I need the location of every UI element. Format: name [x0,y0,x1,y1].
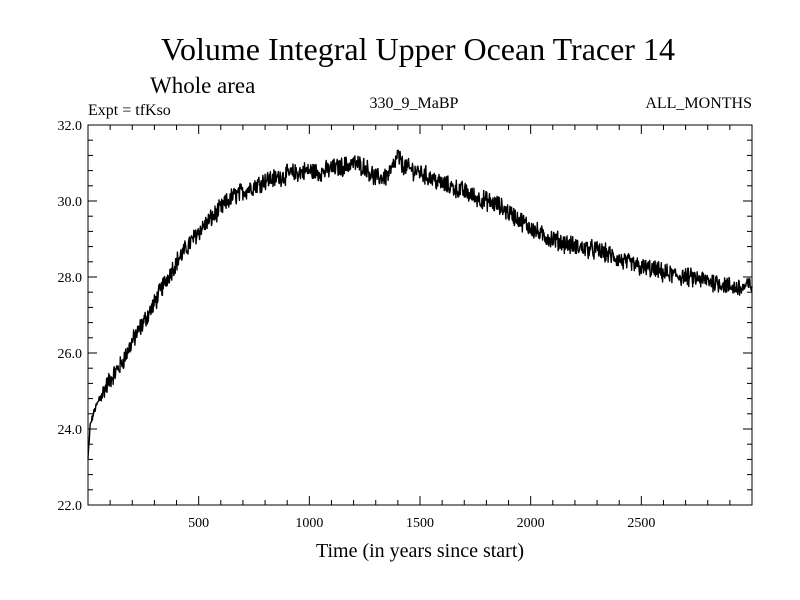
y-tick-label: 30.0 [58,195,83,210]
x-axis-label: Time (in years since start) [316,540,524,562]
y-axis-ticks [88,124,752,506]
x-tick-label: 1000 [295,516,323,531]
series-line [87,149,753,459]
y-tick-label: 24.0 [58,423,83,438]
x-axis-tick-labels: 500 1000 1500 2000 2500 [188,516,655,531]
x-tick-label: 500 [188,516,209,531]
y-tick-label: 26.0 [58,347,83,362]
run-label: 330_9_MaBP [370,95,459,112]
chart-subtitle: Whole area [150,73,255,98]
chart-title: Volume Integral Upper Ocean Tracer 14 [161,31,675,67]
y-axis-tick-labels: 22.0 24.0 26.0 28.0 30.0 32.0 [58,119,83,514]
y-tick-label: 22.0 [58,499,83,514]
x-tick-label: 2500 [627,516,655,531]
expt-label: Expt = tfKso [88,102,171,119]
period-label: ALL_MONTHS [645,95,752,112]
plot-frame [87,124,753,506]
y-tick-label: 32.0 [58,119,83,134]
x-axis-ticks [109,125,731,505]
x-tick-label: 1500 [406,516,434,531]
y-tick-label: 28.0 [58,271,83,286]
x-tick-label: 2000 [517,516,545,531]
